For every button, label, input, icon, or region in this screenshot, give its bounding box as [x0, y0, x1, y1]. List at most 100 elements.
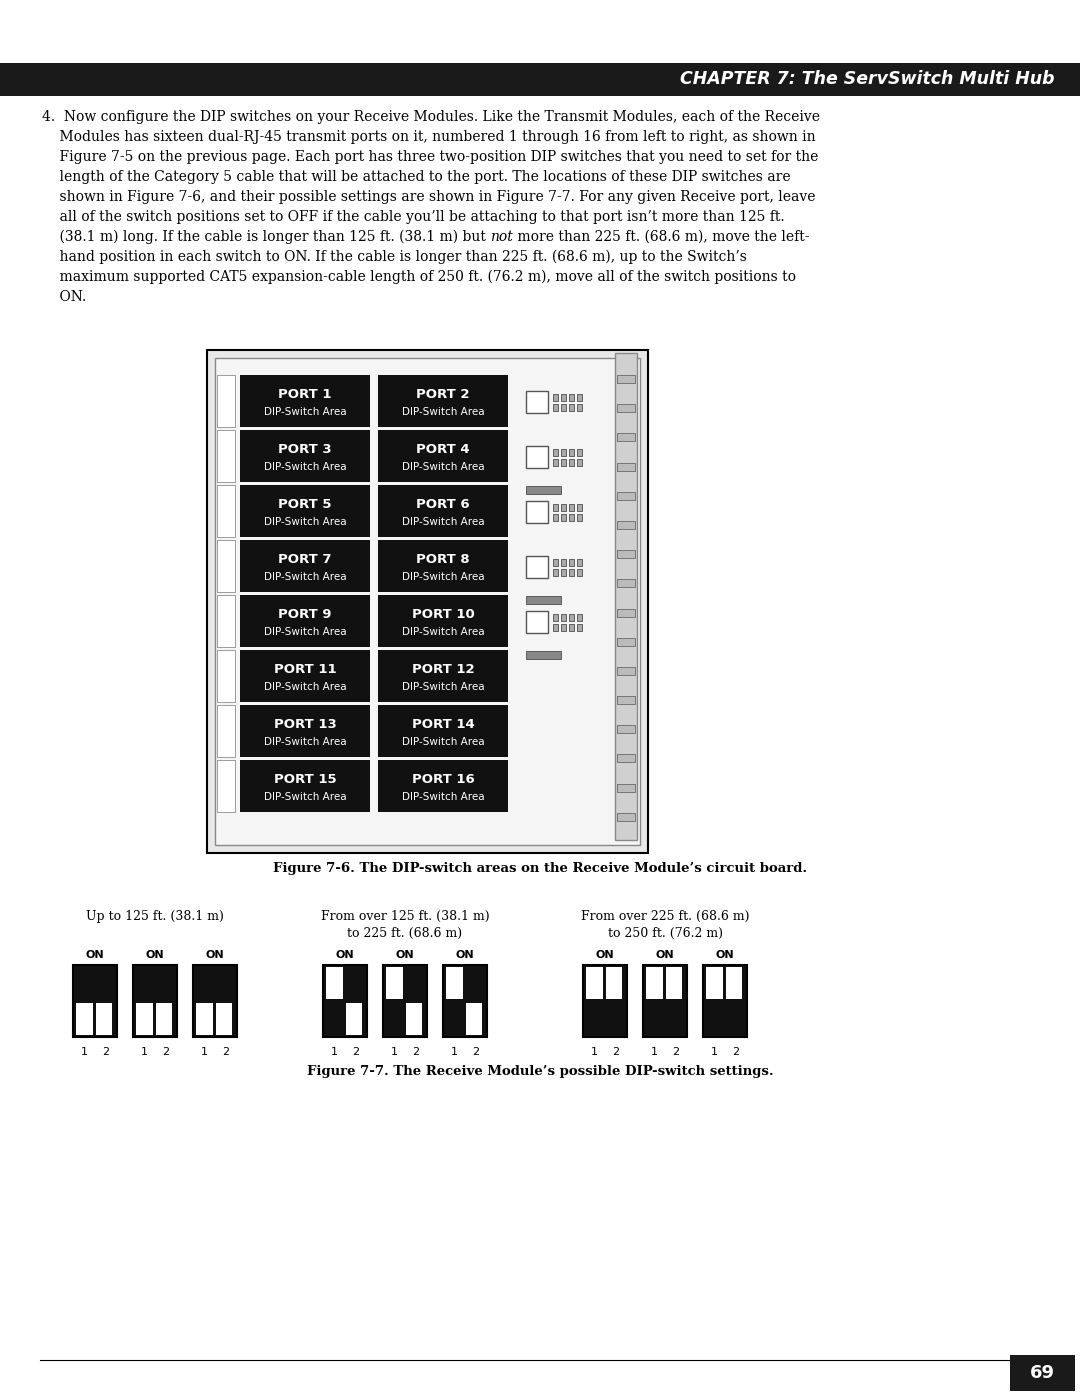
Bar [526, 610, 548, 633]
Bar [217, 595, 235, 647]
Bar [569, 458, 573, 465]
Text: PORT 11: PORT 11 [273, 664, 336, 676]
Text: length of the Category 5 cable that will be attached to the port. The locations : length of the Category 5 cable that will… [42, 170, 791, 184]
Text: 2: 2 [352, 1046, 360, 1058]
Bar [617, 433, 635, 441]
Bar [240, 541, 370, 592]
Text: PORT 1: PORT 1 [279, 388, 332, 401]
Text: DIP-Switch Area: DIP-Switch Area [264, 627, 347, 637]
Text: PORT 5: PORT 5 [279, 499, 332, 511]
Bar [526, 556, 548, 577]
Bar [553, 559, 558, 566]
Text: 1: 1 [711, 1046, 717, 1058]
Text: DIP-Switch Area: DIP-Switch Area [402, 408, 484, 418]
Bar [561, 503, 566, 510]
Bar [405, 1003, 422, 1035]
Bar [553, 623, 558, 630]
Bar [577, 394, 582, 401]
Text: PORT 10: PORT 10 [411, 608, 474, 622]
Bar [216, 1003, 232, 1035]
Bar [383, 965, 427, 1037]
Text: 2: 2 [612, 1046, 620, 1058]
Text: 1: 1 [650, 1046, 658, 1058]
Bar [617, 637, 635, 645]
Bar [577, 458, 582, 465]
Bar [553, 404, 558, 411]
Bar [217, 595, 235, 647]
Text: to 225 ft. (68.6 m): to 225 ft. (68.6 m) [348, 928, 462, 940]
Bar [553, 394, 558, 401]
Bar [617, 666, 635, 675]
Bar [346, 1003, 362, 1035]
Bar [569, 514, 573, 521]
Text: 2: 2 [472, 1046, 480, 1058]
Bar [577, 514, 582, 521]
Text: DIP-Switch Area: DIP-Switch Area [402, 573, 484, 583]
Bar [617, 725, 635, 733]
Bar [378, 705, 508, 757]
Text: ON: ON [716, 950, 734, 960]
Text: ON.: ON. [42, 291, 86, 305]
Text: PORT 2: PORT 2 [416, 388, 470, 401]
Bar [583, 965, 627, 1037]
Text: Figure 7-7. The Receive Module’s possible DIP-switch settings.: Figure 7-7. The Receive Module’s possibl… [307, 1065, 773, 1078]
Bar [446, 967, 462, 999]
Text: 69: 69 [1030, 1363, 1055, 1382]
Text: ON: ON [205, 950, 225, 960]
Text: DIP-Switch Area: DIP-Switch Area [264, 573, 347, 583]
Bar [615, 353, 637, 840]
Bar [703, 965, 747, 1037]
Text: CHAPTER 7: The ServSwitch Multi Hub: CHAPTER 7: The ServSwitch Multi Hub [680, 70, 1055, 88]
Bar [217, 430, 235, 482]
Text: PORT 14: PORT 14 [411, 718, 474, 731]
Bar [217, 541, 235, 592]
Bar [577, 404, 582, 411]
Text: DIP-Switch Area: DIP-Switch Area [264, 462, 347, 472]
Bar [378, 650, 508, 703]
Bar [526, 651, 561, 658]
Bar [577, 503, 582, 510]
Bar [617, 521, 635, 529]
Text: DIP-Switch Area: DIP-Switch Area [264, 517, 347, 528]
Bar [561, 394, 566, 401]
Bar [569, 569, 573, 576]
Text: more than 225 ft. (68.6 m), move the left-: more than 225 ft. (68.6 m), move the lef… [513, 231, 810, 244]
Text: DIP-Switch Area: DIP-Switch Area [264, 683, 347, 693]
Bar [326, 967, 342, 999]
Bar [217, 760, 235, 812]
Text: 1: 1 [391, 1046, 397, 1058]
Text: 2: 2 [413, 1046, 419, 1058]
Bar [606, 967, 622, 999]
Text: 2: 2 [162, 1046, 170, 1058]
Bar [577, 448, 582, 455]
Bar [75, 965, 116, 1037]
Text: ON: ON [85, 950, 105, 960]
Bar [323, 965, 367, 1037]
Bar [526, 446, 548, 468]
Text: DIP-Switch Area: DIP-Switch Area [402, 462, 484, 472]
Bar [584, 965, 626, 1037]
Bar [617, 580, 635, 587]
Text: PORT 8: PORT 8 [416, 553, 470, 566]
Text: all of the switch positions set to OFF if the cable you’ll be attaching to that : all of the switch positions set to OFF i… [42, 210, 785, 224]
Bar [561, 458, 566, 465]
Bar [207, 351, 648, 854]
Bar [378, 595, 508, 647]
Bar [378, 541, 508, 592]
Bar [134, 965, 176, 1037]
Bar [217, 485, 235, 536]
Bar [569, 559, 573, 566]
Bar [378, 485, 508, 536]
Bar [577, 569, 582, 576]
Text: PORT 13: PORT 13 [273, 718, 336, 731]
Text: 1: 1 [450, 1046, 458, 1058]
Text: Modules has sixteen dual-RJ-45 transmit ports on it, numbered 1 through 16 from : Modules has sixteen dual-RJ-45 transmit … [42, 130, 815, 144]
Text: ON: ON [596, 950, 615, 960]
Bar [726, 967, 742, 999]
Bar [617, 609, 635, 616]
Bar [569, 394, 573, 401]
Text: 1: 1 [591, 1046, 597, 1058]
Text: DIP-Switch Area: DIP-Switch Area [402, 517, 484, 528]
Text: PORT 15: PORT 15 [273, 774, 336, 787]
Text: ON: ON [336, 950, 354, 960]
